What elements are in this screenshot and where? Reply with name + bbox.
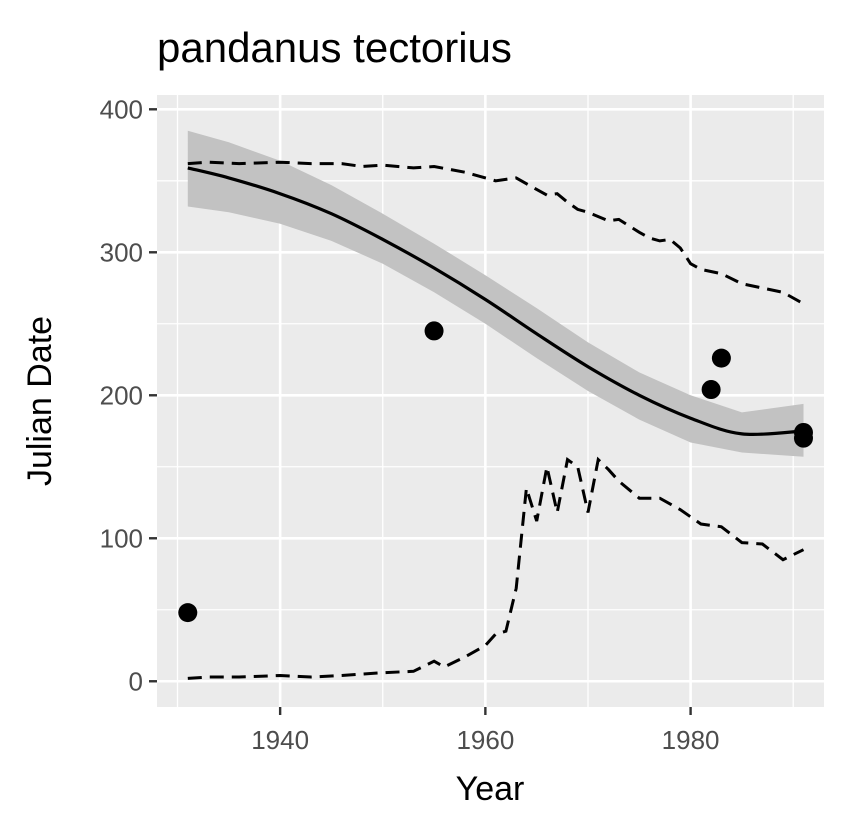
confidence-ribbon <box>187 130 804 457</box>
lower-bound-line <box>187 456 805 680</box>
data-point <box>793 422 813 442</box>
y-tick-label: 200 <box>100 380 143 410</box>
upper-bound-line <box>187 160 805 306</box>
fit-line-layer <box>187 166 804 437</box>
points-layer <box>178 321 813 623</box>
data-point <box>424 321 444 341</box>
x-tick-label: 1940 <box>251 725 309 755</box>
data-point <box>711 348 731 368</box>
y-tick-label: 100 <box>100 523 143 553</box>
confidence-ribbon-layer <box>187 130 804 457</box>
x-axis-title: Year <box>456 770 525 808</box>
fit-line <box>187 166 804 437</box>
bound-lines-layer <box>187 160 805 680</box>
y-axis: 0 100 200 300 400 <box>100 94 157 696</box>
y-axis-title: Julian Date <box>21 316 59 486</box>
y-tick-label: 0 <box>129 666 143 696</box>
y-tick-label: 400 <box>100 94 143 124</box>
x-tick-label: 1960 <box>456 725 514 755</box>
y-tick-label: 300 <box>100 237 143 267</box>
chart-title: pandanus tectorius <box>157 24 512 71</box>
data-point <box>178 603 198 623</box>
data-point <box>701 380 721 400</box>
x-tick-label: 1980 <box>662 725 720 755</box>
x-axis: 1940 1960 1980 <box>251 707 720 755</box>
